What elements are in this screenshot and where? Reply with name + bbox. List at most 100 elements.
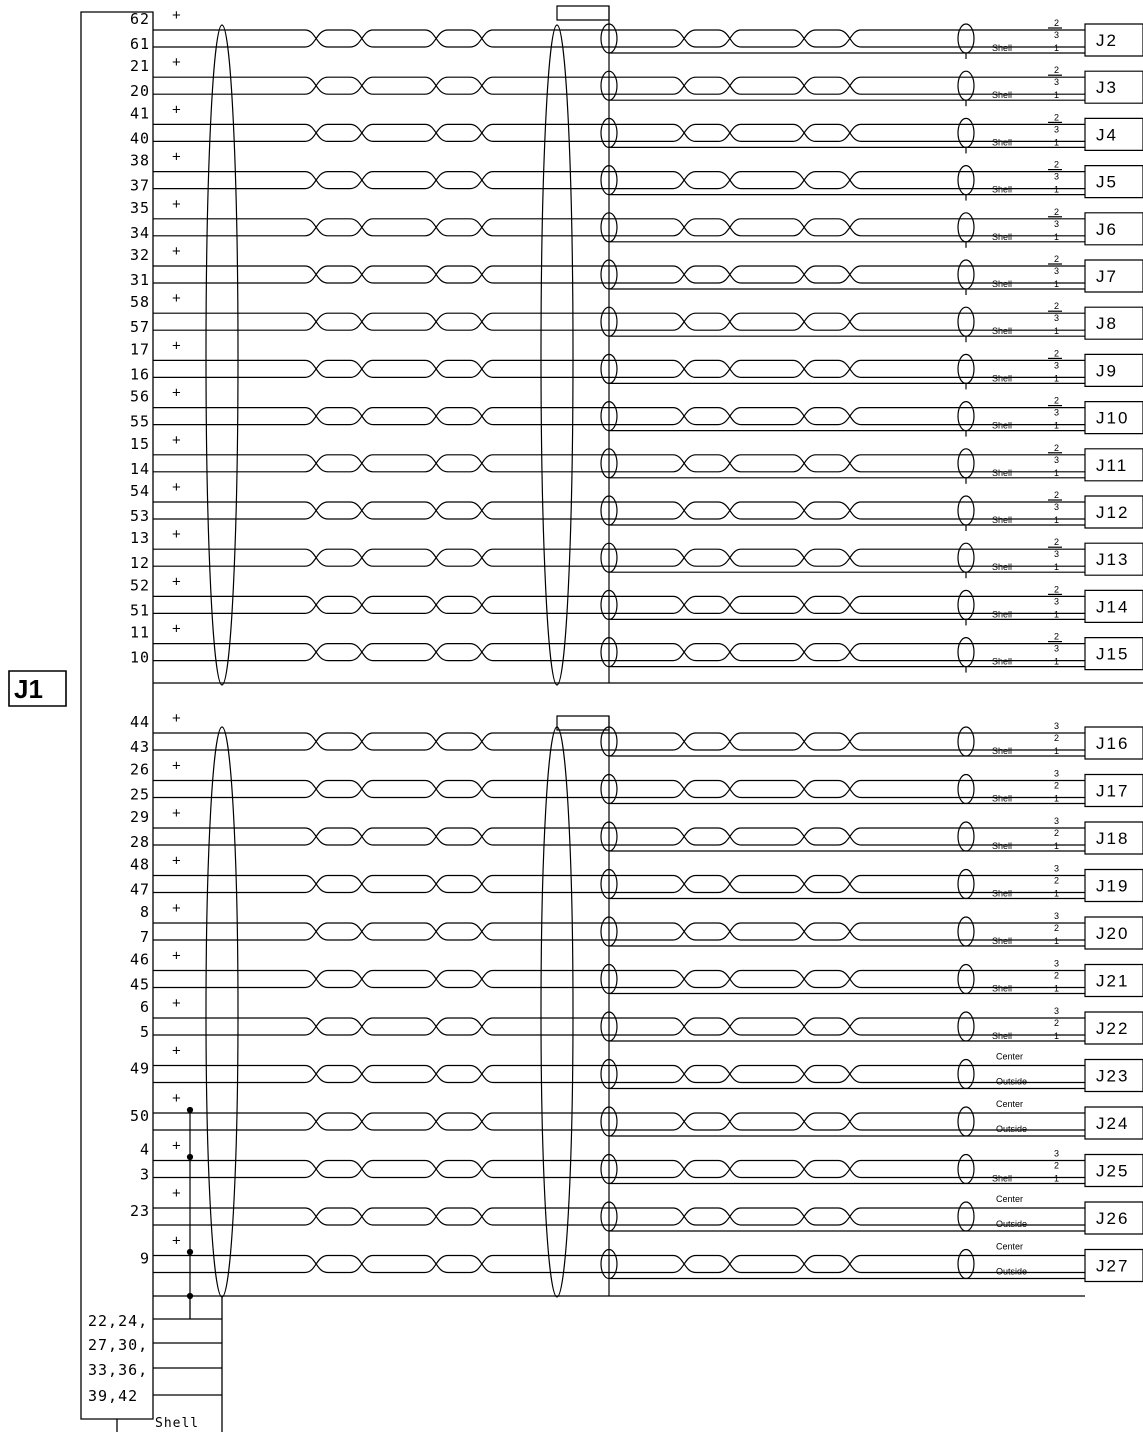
twisted-pair-wire <box>153 502 1085 519</box>
shield-pin-number: 2 <box>1054 537 1059 547</box>
shell-mark: Shell <box>992 185 1012 195</box>
shell-mark: Shell <box>992 90 1012 100</box>
twisted-pair-wire <box>153 172 1085 189</box>
shield-termination-loop <box>958 213 974 242</box>
connector-box-j17 <box>1085 775 1143 807</box>
outside-mark: Outside <box>996 1267 1027 1277</box>
connector-box-j4 <box>1085 118 1143 150</box>
connector-label-j23: J23 <box>1096 1067 1129 1086</box>
shield-pin-number: 3 <box>1054 864 1059 874</box>
twisted-pair-wire <box>153 313 1085 330</box>
pin-label: 7 <box>140 928 150 946</box>
shield-pin-number: 2 <box>1054 160 1059 170</box>
shield-pin-number: 1 <box>1054 232 1059 242</box>
connector-box-j20 <box>1085 917 1143 949</box>
pin-label: 44 <box>130 713 150 731</box>
shield-pin-number: 3 <box>1054 1149 1059 1159</box>
shell-mark: Shell <box>992 279 1012 289</box>
twisted-pair-wire <box>153 923 1085 940</box>
pin-label: 13 <box>130 529 150 547</box>
shell-mark: Shell <box>992 657 1012 667</box>
ground-pins-label: 39,42 <box>88 1387 138 1405</box>
shell-mark: Shell <box>992 137 1012 147</box>
connector-box-j25 <box>1085 1155 1143 1187</box>
twisted-pair-wire <box>153 549 1085 566</box>
twisted-pair-wire <box>153 971 1085 988</box>
pin-label: 26 <box>130 761 150 779</box>
twisted-pair-wire <box>153 124 1085 141</box>
twisted-pair-wire <box>153 172 1085 189</box>
connector-label-j9: J9 <box>1096 361 1118 380</box>
pin-label: 47 <box>130 881 150 899</box>
connector-box-j12 <box>1085 496 1143 528</box>
connector-label-j20: J20 <box>1096 924 1129 943</box>
connector-label-j17: J17 <box>1096 782 1129 801</box>
center-mark: Center <box>996 1099 1023 1109</box>
twisted-pair-wire <box>153 876 1085 893</box>
shield-termination-loop <box>958 590 974 619</box>
twisted-pair-wire <box>153 502 1085 519</box>
shield-pin-number: 1 <box>1054 43 1059 53</box>
overall-shield-oval <box>541 727 573 1297</box>
twisted-pair-wire <box>153 923 1085 940</box>
polarity-plus-mark: + <box>172 54 181 71</box>
twisted-pair-wire <box>153 1018 1085 1035</box>
pin-label: 58 <box>130 293 150 311</box>
shell-mark: Shell <box>992 609 1012 619</box>
connector-label-j12: J12 <box>1096 503 1129 522</box>
pin-label: 9 <box>140 1250 150 1268</box>
pin-label: 8 <box>140 903 150 921</box>
connector-box-j7 <box>1085 260 1143 292</box>
polarity-plus-mark: + <box>172 196 181 213</box>
polarity-plus-mark: + <box>172 621 181 638</box>
shield-pin-number: 2 <box>1054 65 1059 75</box>
shield-pin-number: 3 <box>1054 30 1059 40</box>
shield-termination-loop <box>958 24 974 53</box>
connector-box-j27 <box>1085 1250 1143 1282</box>
twisted-pair-wire <box>153 455 1085 472</box>
twisted-pair-wire <box>153 77 1085 94</box>
shield-termination-loop <box>958 822 974 851</box>
shell-mark: Shell <box>992 794 1012 804</box>
shield-pin-number: 2 <box>1054 443 1059 453</box>
shield-pin-number: 2 <box>1054 18 1059 28</box>
connector-box-j15 <box>1085 638 1143 670</box>
shield-termination-loop <box>958 638 974 667</box>
polarity-plus-mark: + <box>172 900 181 917</box>
twisted-pair-wire <box>153 828 1085 845</box>
twisted-pair-wire <box>153 1208 1085 1225</box>
connector-label-j27: J27 <box>1096 1257 1129 1276</box>
shell-mark: Shell <box>992 468 1012 478</box>
twisted-pair-wire <box>153 733 1085 750</box>
twisted-pair-wire <box>153 1256 1085 1273</box>
shield-pin-number: 3 <box>1054 816 1059 826</box>
pin-label: 43 <box>130 738 150 756</box>
shield-termination-loop <box>958 307 974 336</box>
shell-mark: Shell <box>992 326 1012 336</box>
shield-pin-number: 3 <box>1054 266 1059 276</box>
polarity-plus-mark: + <box>172 101 181 118</box>
center-mark: Center <box>996 1194 1023 1204</box>
pin-label: 12 <box>130 554 150 572</box>
shell-mark: Shell <box>992 515 1012 525</box>
twisted-pair-wire <box>153 313 1085 330</box>
twisted-pair-wire <box>153 266 1085 283</box>
twisted-pair-wire <box>153 1161 1085 1178</box>
twisted-pair-wire <box>153 408 1085 425</box>
polarity-plus-mark: + <box>172 710 181 727</box>
connector-label-j24: J24 <box>1096 1114 1129 1133</box>
twisted-pair-wire <box>153 781 1085 798</box>
shield-bridge <box>557 6 609 20</box>
pin-label: 37 <box>130 177 150 195</box>
shield-termination-loop <box>958 402 974 431</box>
shield-pin-number: 2 <box>1054 112 1059 122</box>
pin-label: 51 <box>130 601 150 619</box>
shield-pin-number: 3 <box>1054 408 1059 418</box>
shield-termination-loop <box>958 543 974 572</box>
shell-mark: Shell <box>992 373 1012 383</box>
connector-box-j5 <box>1085 166 1143 198</box>
twisted-pair-wire <box>153 1208 1085 1225</box>
shield-termination-loop <box>958 965 974 994</box>
twisted-pair-wire <box>153 733 1085 750</box>
polarity-plus-mark: + <box>172 149 181 166</box>
